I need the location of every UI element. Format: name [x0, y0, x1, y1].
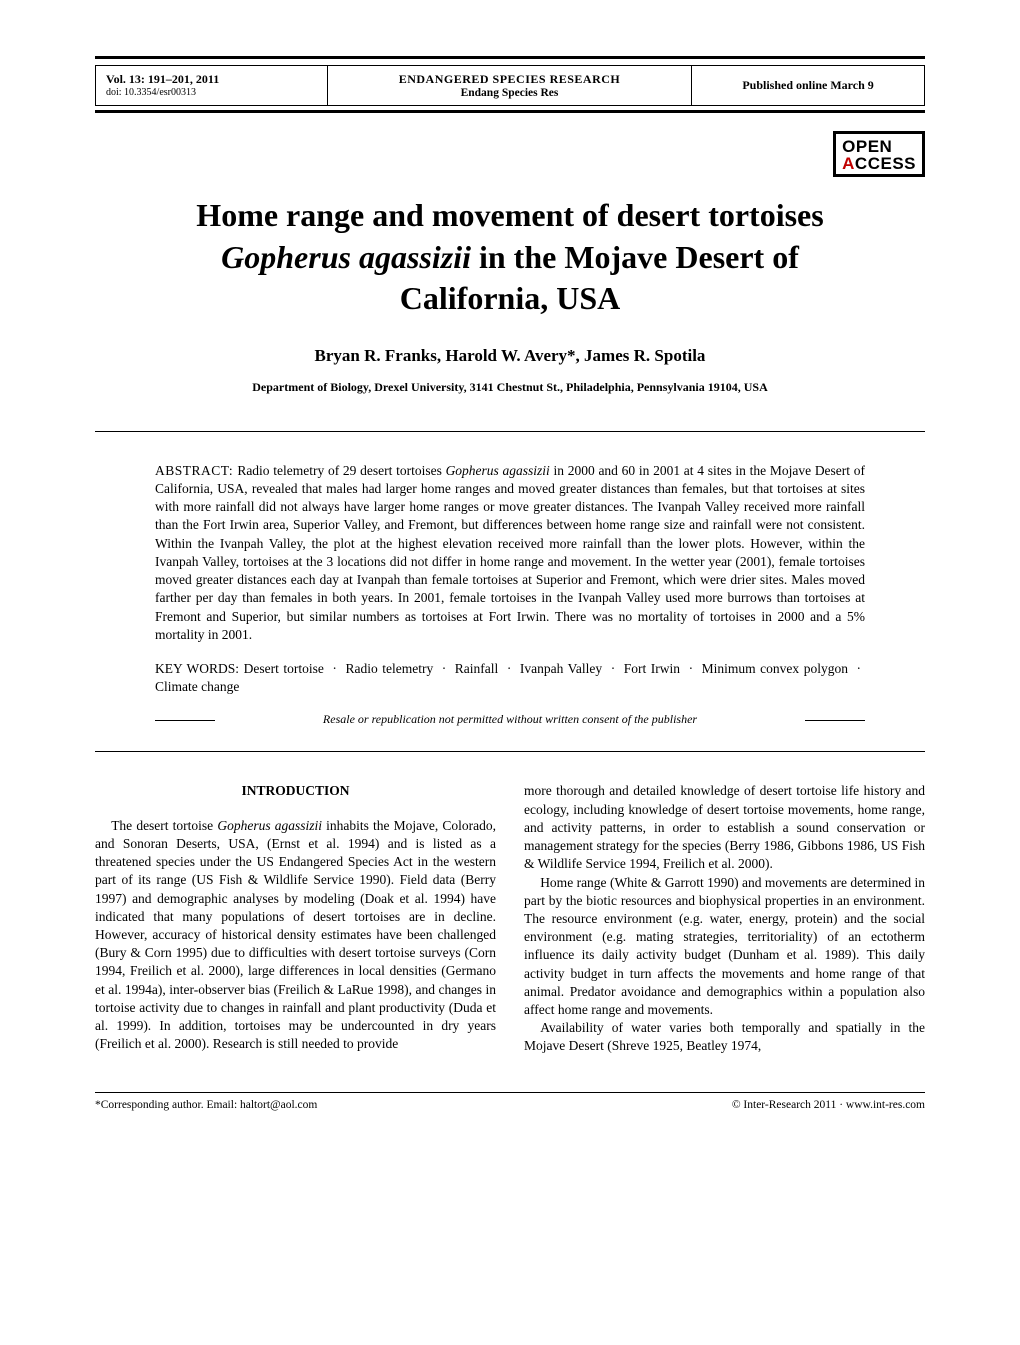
abstract-post: in 2000 and 60 in 2001 at 4 sites in the…: [155, 463, 865, 642]
abstract-paragraph: ABSTRACT: Radio telemetry of 29 desert t…: [155, 462, 865, 644]
top-rule-heavy: [95, 56, 925, 59]
intro-p1-pre: The desert tortoise: [111, 818, 217, 833]
doi-line: doi: 10.3354/esr00313: [106, 87, 317, 98]
intro-para-1: The desert tortoise Gopherus agassizii i…: [95, 817, 496, 1054]
open-access-box: OPEN ACCESS: [833, 131, 925, 177]
body-two-column: INTRODUCTION The desert tortoise Gopheru…: [95, 782, 925, 1055]
open-access-badge: OPEN ACCESS: [95, 131, 925, 177]
corresponding-author: *Corresponding author. Email: haltort@ao…: [95, 1099, 317, 1111]
volume-line: Vol. 13: 191–201, 2011: [106, 72, 317, 87]
keywords-label: KEY WORDS:: [155, 661, 244, 676]
journal-name-short: Endang Species Res: [338, 87, 681, 99]
open-text: OPEN: [842, 138, 916, 155]
under-header-rule: [95, 110, 925, 113]
header-center-cell: ENDANGERED SPECIES RESEARCH Endang Speci…: [328, 66, 692, 105]
abstract-species: Gopherus agassizii: [446, 463, 550, 478]
abstract-pre: Radio telemetry of 29 desert tortoises: [237, 463, 445, 478]
abstract-label: ABSTRACT:: [155, 463, 237, 478]
keywords-list: Desert tortoise · Radio telemetry · Rain…: [155, 661, 865, 694]
access-text: ACCESS: [842, 155, 916, 172]
journal-header-bar: Vol. 13: 191–201, 2011 doi: 10.3354/esr0…: [95, 65, 925, 106]
keywords-paragraph: KEY WORDS: Desert tortoise · Radio telem…: [155, 660, 865, 696]
page-footer: *Corresponding author. Email: haltort@ao…: [95, 1092, 925, 1111]
header-right-cell: Published online March 9: [692, 66, 924, 105]
copyright-line: © Inter-Research 2011 · www.int-res.com: [732, 1099, 925, 1111]
reprint-notice: Resale or republication not permitted wi…: [155, 712, 865, 727]
authors-line: Bryan R. Franks, Harold W. Avery*, James…: [95, 346, 925, 366]
title-species-italic: Gopherus agassizii: [221, 239, 471, 275]
title-line3: California, USA: [400, 280, 620, 316]
intro-para-3: Availability of water varies both tempor…: [524, 1019, 925, 1055]
section-heading-introduction: INTRODUCTION: [95, 782, 496, 800]
title-line1: Home range and movement of desert tortoi…: [196, 197, 823, 233]
title-line2-rest: in the Mojave Desert of: [471, 239, 799, 275]
publication-date: Published online March 9: [742, 78, 873, 93]
header-left-cell: Vol. 13: 191–201, 2011 doi: 10.3354/esr0…: [96, 66, 328, 105]
abstract-block: ABSTRACT: Radio telemetry of 29 desert t…: [95, 431, 925, 753]
affiliation-line: Department of Biology, Drexel University…: [95, 380, 925, 395]
intro-para-1-cont: more thorough and detailed knowledge of …: [524, 782, 925, 873]
article-title: Home range and movement of desert tortoi…: [135, 195, 885, 320]
intro-p1-species: Gopherus agassizii: [217, 818, 322, 833]
body-column-right: more thorough and detailed knowledge of …: [524, 782, 925, 1055]
journal-name-caps: ENDANGERED SPECIES RESEARCH: [338, 72, 681, 87]
intro-p1-post: inhabits the Mojave, Colorado, and Sonor…: [95, 818, 496, 1052]
body-column-left: INTRODUCTION The desert tortoise Gopheru…: [95, 782, 496, 1055]
access-a-red: A: [842, 154, 855, 173]
intro-para-2: Home range (White & Garrott 1990) and mo…: [524, 874, 925, 1020]
access-rest: CCESS: [855, 154, 916, 173]
